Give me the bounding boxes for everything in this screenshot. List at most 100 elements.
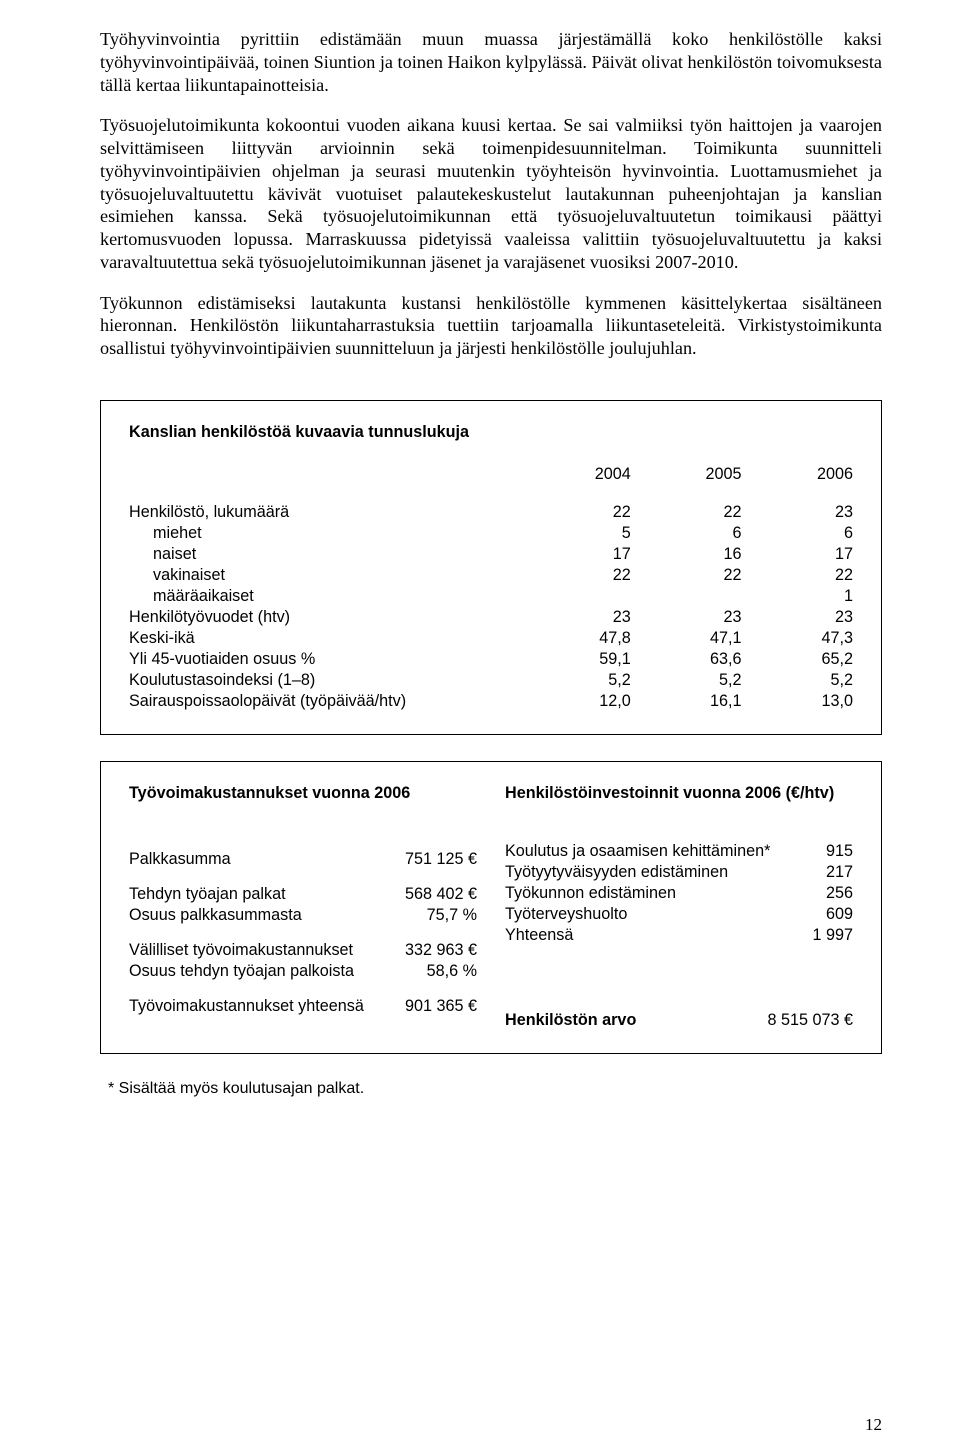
kv-label: Osuus tehdyn työajan palkoista	[129, 962, 364, 981]
table1-row-label: Sairauspoissaolopäivät (työpäivää/htv)	[129, 691, 520, 712]
table1-cell: 13,0	[742, 691, 854, 712]
table1-cell: 16	[631, 544, 742, 565]
costs-investments-box: Työvoimakustannukset vuonna 2006 Palkkas…	[100, 761, 882, 1054]
table1-cell: 12,0	[520, 691, 631, 712]
table1-row-label: miehet	[129, 523, 520, 544]
table1-row-label: Keski-ikä	[129, 628, 520, 649]
table1-cell: 22	[520, 502, 631, 523]
personnel-figures-table: 200420052006 Henkilöstö, lukumäärä222223…	[129, 464, 853, 712]
table1-cell: 22	[520, 565, 631, 586]
table-row: Sairauspoissaolopäivät (työpäivää/htv)12…	[129, 691, 853, 712]
labour-costs-col: Työvoimakustannukset vuonna 2006 Palkkas…	[129, 784, 491, 1031]
paragraph-3: Työkunnon edistämiseksi lautakunta kusta…	[100, 292, 882, 360]
kv-row: Tehdyn työajan palkat 568 402 €	[129, 884, 477, 905]
table1-row-label: määräaikaiset	[129, 586, 520, 607]
kv-label: Palkkasumma	[129, 850, 241, 869]
table-row: Yli 45-vuotiaiden osuus %59,163,665,2	[129, 649, 853, 670]
table-row: miehet566	[129, 523, 853, 544]
kv-row: Palkkasumma 751 125 €	[129, 849, 477, 870]
footnote: * Sisältää myös koulutusajan palkat.	[108, 1080, 882, 1098]
table1-header-label	[129, 464, 520, 502]
kv-value: 915	[826, 842, 853, 861]
table-row: naiset171617	[129, 544, 853, 565]
table-row: Henkilötyövuodet (htv)232323	[129, 607, 853, 628]
kv-row: Osuus palkkasummasta 75,7 %	[129, 905, 477, 926]
kv-row: Yhteensä 1 997	[505, 925, 853, 946]
page-number: 12	[865, 1415, 882, 1435]
table1-header-year: 2006	[742, 464, 854, 502]
kv-label: Yhteensä	[505, 926, 583, 945]
kv-value: 217	[826, 863, 853, 882]
kv-label: Työterveyshuolto	[505, 905, 637, 924]
personnel-value-amount: 8 515 073 €	[767, 1011, 853, 1030]
kv-value: 256	[826, 884, 853, 903]
table1-cell: 5,2	[520, 670, 631, 691]
kv-row: Välilliset työvoimakustannukset 332 963 …	[129, 940, 477, 961]
paragraph-1: Työhyvinvointia pyrittiin edistämään muu…	[100, 28, 882, 96]
table1-cell: 65,2	[742, 649, 854, 670]
kv-label: Työtyytyväisyyden edistäminen	[505, 863, 738, 882]
kv-label: Välilliset työvoimakustannukset	[129, 941, 363, 960]
kv-value: 58,6 %	[427, 962, 477, 981]
table1-header-year: 2004	[520, 464, 631, 502]
table-row: määräaikaiset 1	[129, 586, 853, 607]
table1-cell: 6	[742, 523, 854, 544]
personnel-figures-box: Kanslian henkilöstöä kuvaavia tunnusluku…	[100, 400, 882, 735]
table1-cell: 1	[742, 586, 854, 607]
personnel-investments-heading: Henkilöstöinvestoinnit vuonna 2006 (€/ht…	[505, 784, 853, 803]
table-row: vakinaiset222222	[129, 565, 853, 586]
table1-row-label: Koulutustasoindeksi (1–8)	[129, 670, 520, 691]
table1-cell: 23	[520, 607, 631, 628]
kv-value: 1 997	[812, 926, 853, 945]
kv-value: 901 365 €	[405, 997, 477, 1016]
table1-cell: 22	[742, 565, 854, 586]
table1-cell: 17	[520, 544, 631, 565]
table-row: Henkilöstö, lukumäärä222223	[129, 502, 853, 523]
kv-value: 609	[826, 905, 853, 924]
kv-label: Työkunnon edistäminen	[505, 884, 686, 903]
table1-cell: 22	[631, 502, 742, 523]
table1-row-label: naiset	[129, 544, 520, 565]
kv-label: Työvoimakustannukset yhteensä	[129, 997, 374, 1016]
kv-label: Koulutus ja osaamisen kehittäminen*	[505, 842, 780, 861]
table-row: Koulutustasoindeksi (1–8)5,25,25,2	[129, 670, 853, 691]
table1-row-label: Henkilöstö, lukumäärä	[129, 502, 520, 523]
table1-cell: 47,3	[742, 628, 854, 649]
table1-row-label: Yli 45-vuotiaiden osuus %	[129, 649, 520, 670]
kv-row: Henkilöstön arvo 8 515 073 €	[505, 1010, 853, 1031]
kv-row: Koulutus ja osaamisen kehittäminen* 915	[505, 841, 853, 862]
paragraph-2: Työsuojelutoimikunta kokoontui vuoden ai…	[100, 114, 882, 273]
table-row: Keski-ikä47,847,147,3	[129, 628, 853, 649]
kv-row: Osuus tehdyn työajan palkoista 58,6 %	[129, 961, 477, 982]
personnel-value-label: Henkilöstön arvo	[505, 1011, 646, 1030]
table1-cell: 6	[631, 523, 742, 544]
table1-cell: 17	[742, 544, 854, 565]
table1-cell	[520, 586, 631, 607]
kv-row: Työkunnon edistäminen 256	[505, 883, 853, 904]
table1-row-label: vakinaiset	[129, 565, 520, 586]
table1-cell: 47,1	[631, 628, 742, 649]
table1-cell: 63,6	[631, 649, 742, 670]
page: Työhyvinvointia pyrittiin edistämään muu…	[0, 0, 960, 1451]
kv-row: Työtyytyväisyyden edistäminen 217	[505, 862, 853, 883]
table1-title: Kanslian henkilöstöä kuvaavia tunnusluku…	[129, 423, 853, 442]
table1-cell: 23	[631, 607, 742, 628]
personnel-investments-col: Henkilöstöinvestoinnit vuonna 2006 (€/ht…	[491, 784, 853, 1031]
labour-costs-heading: Työvoimakustannukset vuonna 2006	[129, 784, 477, 803]
table1-cell: 5,2	[742, 670, 854, 691]
table1-header-year: 2005	[631, 464, 742, 502]
table1-cell: 23	[742, 502, 854, 523]
kv-label: Tehdyn työajan palkat	[129, 885, 296, 904]
table1-cell	[631, 586, 742, 607]
table1-cell: 5,2	[631, 670, 742, 691]
kv-label: Osuus palkkasummasta	[129, 906, 312, 925]
table1-cell: 5	[520, 523, 631, 544]
table1-cell: 23	[742, 607, 854, 628]
kv-row: Työterveyshuolto 609	[505, 904, 853, 925]
kv-row: Työvoimakustannukset yhteensä 901 365 €	[129, 996, 477, 1017]
table1-row-label: Henkilötyövuodet (htv)	[129, 607, 520, 628]
table1-cell: 59,1	[520, 649, 631, 670]
table1-cell: 47,8	[520, 628, 631, 649]
kv-value: 75,7 %	[427, 906, 477, 925]
table1-cell: 22	[631, 565, 742, 586]
